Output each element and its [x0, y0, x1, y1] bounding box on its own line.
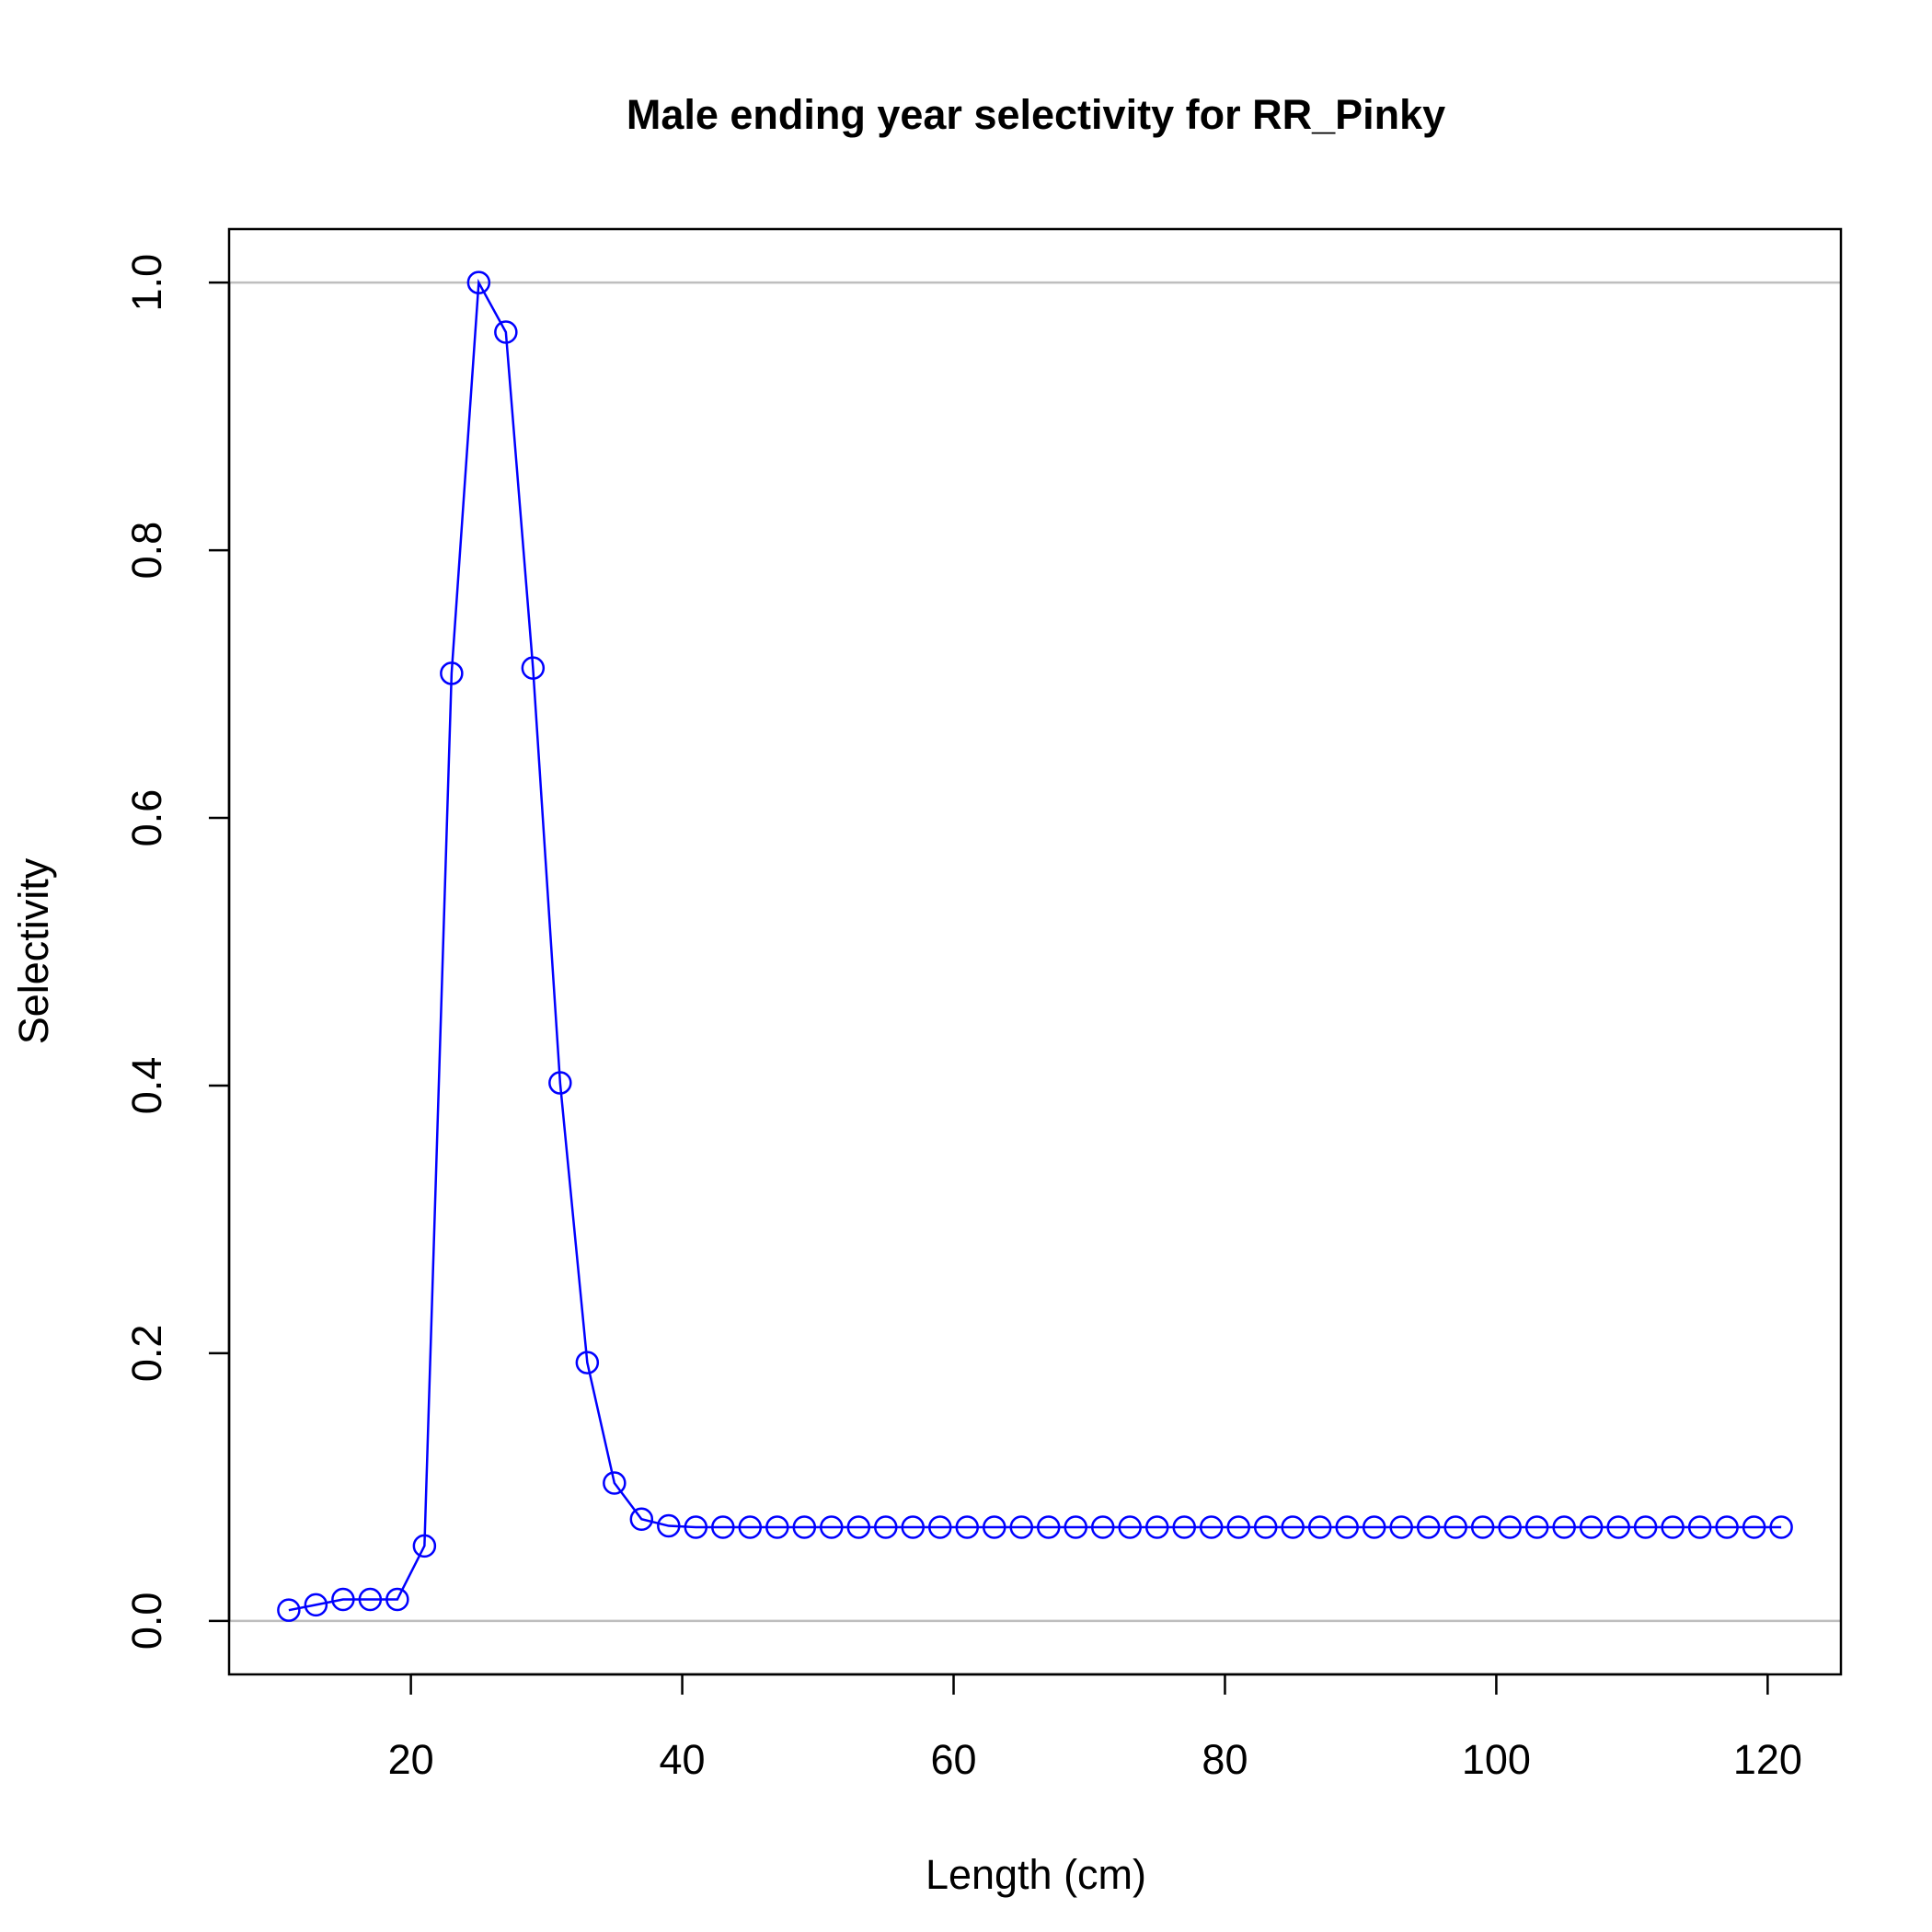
data-point — [1687, 1515, 1712, 1539]
data-point — [1633, 1515, 1658, 1539]
data-point — [1281, 1515, 1305, 1539]
x-axis-label: Length (cm) — [926, 1851, 1146, 1898]
data-point — [1552, 1515, 1576, 1539]
data-point — [711, 1515, 735, 1539]
data-point — [1335, 1515, 1359, 1539]
data-point — [521, 656, 546, 680]
data-point — [1226, 1515, 1250, 1539]
data-point — [1307, 1515, 1332, 1539]
data-point — [385, 1587, 409, 1612]
data-point — [955, 1515, 980, 1539]
data-point — [1661, 1515, 1685, 1539]
data-point — [1470, 1515, 1495, 1539]
data-point — [277, 1598, 301, 1622]
y-tick-label: 0.4 — [123, 1057, 170, 1115]
data-point — [575, 1351, 600, 1374]
x-tick-label: 80 — [1202, 1736, 1248, 1783]
data-point — [1606, 1515, 1630, 1539]
y-tick-label: 1.0 — [123, 254, 170, 312]
data-point — [1443, 1515, 1467, 1539]
data-point — [603, 1471, 627, 1495]
data-point — [1498, 1515, 1522, 1539]
y-axis-label: Selectivity — [10, 857, 57, 1044]
data-point — [1172, 1515, 1196, 1539]
data-point — [304, 1593, 328, 1617]
data-point — [1742, 1515, 1766, 1539]
data-point — [846, 1515, 871, 1539]
x-axis: 20 40 60 80 100 120 — [388, 1673, 1802, 1783]
data-point — [1090, 1515, 1115, 1539]
data-point — [358, 1587, 383, 1612]
x-tick-label: 20 — [388, 1736, 434, 1783]
data-point — [983, 1515, 1006, 1539]
y-tick-label: 0.0 — [123, 1593, 170, 1650]
x-tick-label: 60 — [930, 1736, 976, 1783]
chart-title: Male ending year selectivity for RR_Pink… — [627, 91, 1445, 138]
data-point — [684, 1515, 708, 1539]
data-point — [440, 661, 464, 685]
data-point — [765, 1515, 789, 1539]
data-point — [412, 1534, 437, 1558]
data-point — [1064, 1515, 1087, 1539]
data-point — [1524, 1515, 1549, 1539]
x-tick-label: 40 — [660, 1736, 706, 1783]
data-point — [901, 1515, 926, 1539]
data-point — [1362, 1515, 1386, 1539]
data-point — [1579, 1515, 1604, 1539]
y-axis: 0.0 0.2 0.4 0.6 0.8 1.0 — [123, 254, 231, 1650]
data-point — [331, 1587, 355, 1612]
data-point — [820, 1515, 844, 1539]
x-tick-label: 100 — [1462, 1736, 1531, 1783]
y-tick-label: 0.8 — [123, 522, 170, 580]
data-point — [1144, 1515, 1169, 1539]
data-point — [1416, 1515, 1441, 1539]
data-point — [738, 1515, 763, 1539]
x-tick-label: 120 — [1733, 1736, 1802, 1783]
data-point — [494, 320, 518, 344]
plot-frame — [227, 227, 1843, 1676]
data-point — [548, 1071, 572, 1095]
data-point — [1036, 1515, 1061, 1539]
data-point — [1769, 1515, 1793, 1539]
series-line — [288, 278, 1782, 1612]
data-point — [466, 270, 491, 294]
data-point — [928, 1515, 952, 1539]
data-point — [1199, 1515, 1224, 1539]
data-point — [1009, 1515, 1034, 1539]
series-layer — [277, 270, 1793, 1622]
data-point — [1253, 1515, 1278, 1539]
data-point — [874, 1515, 898, 1539]
data-point — [1715, 1515, 1739, 1539]
data-point — [1118, 1515, 1142, 1539]
reference-lines — [229, 281, 1841, 1623]
y-tick-label: 0.6 — [123, 789, 170, 847]
data-point — [792, 1515, 817, 1539]
data-point — [1389, 1515, 1413, 1539]
data-point — [657, 1513, 681, 1538]
data-point — [629, 1507, 654, 1532]
y-tick-label: 0.2 — [123, 1325, 170, 1383]
